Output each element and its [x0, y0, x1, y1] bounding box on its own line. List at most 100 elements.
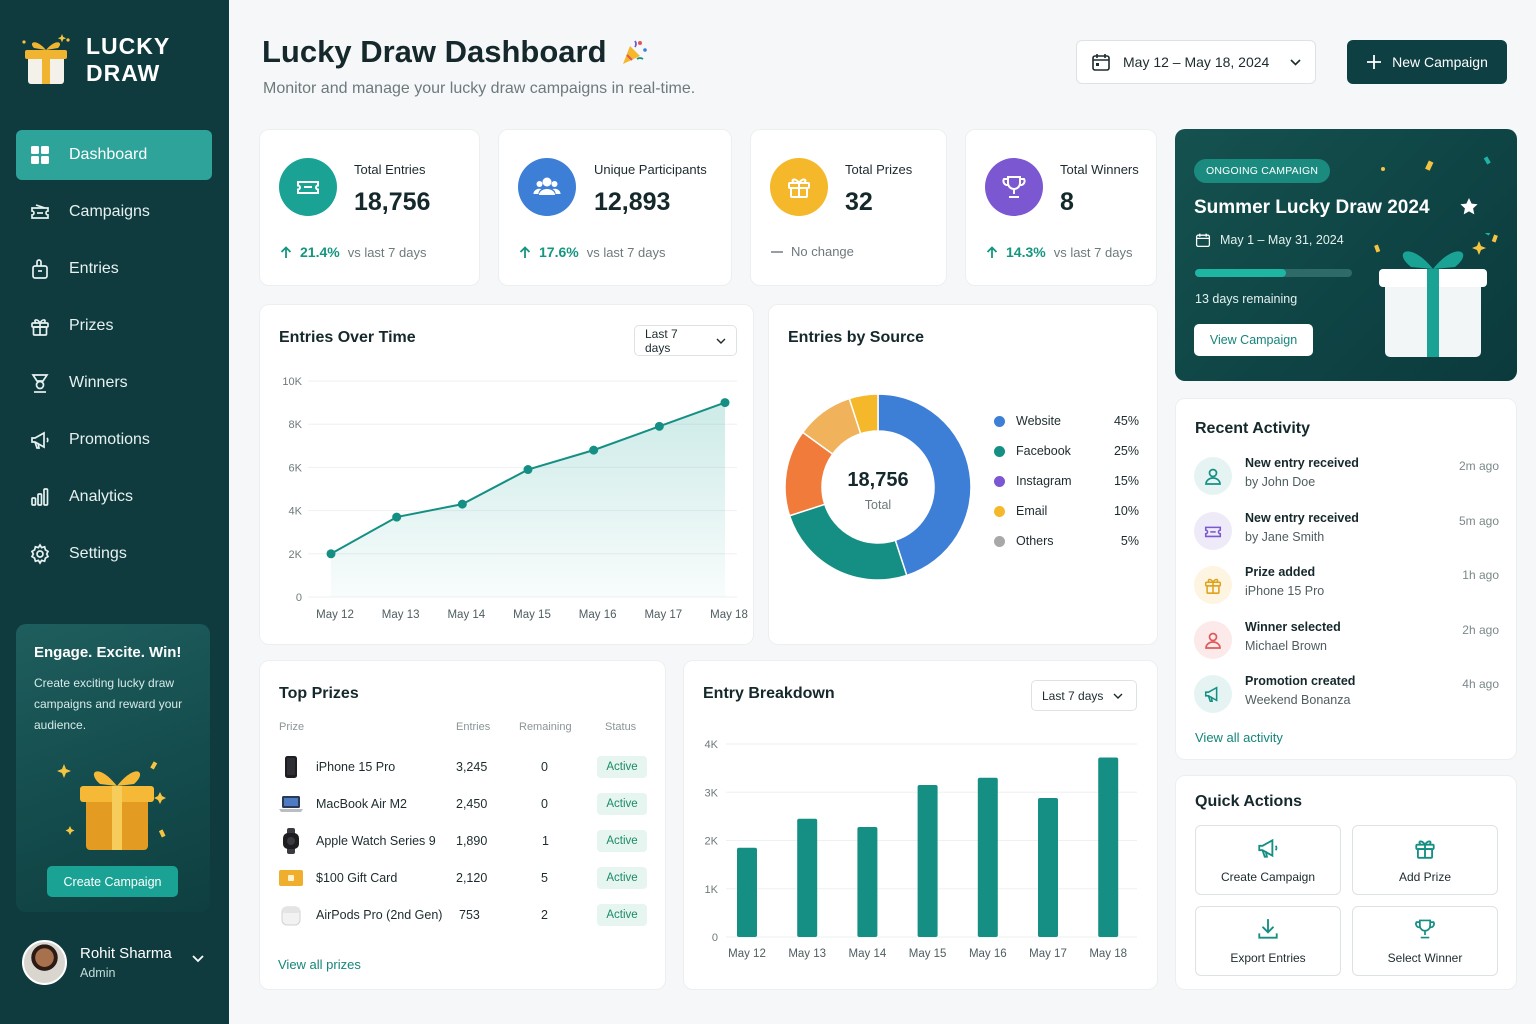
brand-logo[interactable]: LUCKY DRAW [18, 32, 170, 88]
range-select-value: Last 7 days [1042, 688, 1104, 703]
list-item[interactable]: Winner selected Michael Brown 2h ago [1194, 619, 1499, 663]
x-tick-label: May 12 [316, 609, 354, 621]
source-donut-chart [784, 393, 972, 581]
legend-item: Website 45% [994, 413, 1139, 431]
kpi-icon-bg [985, 158, 1043, 216]
entries-line-chart: 0 2K 4K 6K 8K 10K May 12 May 13 May 14 May 15 May … [282, 376, 747, 621]
prize-remaining: 0 [541, 797, 548, 811]
bar [797, 818, 818, 937]
status-badge: Active [597, 830, 647, 852]
quick-actions-card: Quick Actions Create Campaign Add Prize … [1175, 775, 1517, 990]
legend-item: Others 5% [994, 533, 1139, 551]
sidebar-item-entries[interactable]: Entries [16, 244, 212, 294]
column-header-remaining: Remaining [519, 721, 572, 733]
sidebar-item-label: Winners [69, 374, 128, 391]
prize-entries: 2,120 [456, 871, 488, 885]
view-all-activity-link[interactable]: View all activity [1195, 730, 1283, 745]
ongoing-campaign-card: ONGOING CAMPAIGN Summer Lucky Draw 2024 … [1175, 129, 1517, 381]
kpi-card-total-winners: Total Winners 8 14.3% vs last 7 days [965, 129, 1157, 286]
sidebar-item-promotions[interactable]: Promotions [16, 415, 212, 465]
list-item[interactable]: New entry received by Jane Smith 5m ago [1194, 510, 1499, 554]
sidebar-item-analytics[interactable]: Analytics [16, 472, 212, 522]
prize-entries: 1,890 [456, 834, 488, 848]
card-title: Recent Activity [1195, 420, 1310, 437]
user-icon [1194, 457, 1232, 495]
ticket-icon [31, 204, 49, 219]
quick-action-select-winner[interactable]: Select Winner [1352, 906, 1498, 976]
gift-box-illustration-icon [1379, 233, 1493, 357]
y-tick-label: 4K [289, 506, 303, 518]
table-row[interactable]: AirPods Pro (2nd Gen) [278, 900, 648, 930]
list-item[interactable]: Promotion created Weekend Bonanza 4h ago [1194, 673, 1499, 717]
activity-time: 4h ago [1462, 677, 1499, 691]
kpi-trend-note: No change [791, 244, 854, 259]
kpi-icon-bg [770, 158, 828, 216]
legend-value: 5% [1120, 534, 1139, 548]
column-header-entries: Entries [456, 721, 491, 733]
legend-swatch [994, 416, 1005, 427]
sidebar-item-settings[interactable]: Settings [16, 529, 212, 579]
list-item[interactable]: New entry received by John Doe 2m ago [1194, 455, 1499, 499]
arrow-up-icon [280, 245, 292, 258]
campaign-remaining: 13 days remaining [1195, 292, 1298, 306]
list-item[interactable]: Prize added iPhone 15 Pro 1h ago [1194, 564, 1499, 608]
campaign-title: Summer Lucky Draw 2024 [1194, 197, 1430, 218]
sidebar-item-winners[interactable]: Winners [16, 358, 212, 408]
sidebar-item-dashboard[interactable]: Dashboard [16, 130, 212, 180]
kpi-trend-pct: 21.4% [300, 244, 340, 260]
range-select[interactable]: Last 7 days [1031, 680, 1137, 711]
quick-action-label: Export Entries [1230, 951, 1306, 965]
earbuds-icon [278, 902, 304, 928]
status-badge: Active [597, 793, 647, 815]
quick-action-create-campaign[interactable]: Create Campaign [1195, 825, 1341, 895]
activity-subtitle: Weekend Bonanza [1245, 693, 1351, 707]
view-all-prizes-link[interactable]: View all prizes [278, 957, 361, 972]
table-row[interactable]: Apple Watch Series 9 [278, 826, 648, 856]
gift-icon [1194, 566, 1232, 604]
y-tick-label: 10K [282, 376, 302, 388]
sidebar-item-prizes[interactable]: Prizes [16, 301, 212, 351]
user-profile[interactable]: Rohit Sharma Admin [22, 938, 212, 986]
top-prizes-card: Top Prizes Prize Entries Remaining Statu… [259, 660, 666, 990]
x-tick-label: May 12 [728, 948, 766, 960]
donut-slice-website [877, 393, 972, 577]
table-row[interactable]: iPhone 15 Pro [278, 752, 648, 782]
campaign-progress-fill [1195, 269, 1287, 277]
table-row[interactable]: $100 Gift Card [278, 863, 648, 893]
recent-activity-card: Recent Activity New entry received by Joh… [1175, 398, 1517, 760]
activity-time: 2h ago [1462, 622, 1499, 637]
activity-time: 1h ago [1462, 568, 1499, 582]
column-header-prize: Prize [279, 721, 305, 733]
sidebar: LUCKY DRAW Dashboard Campaigns Entries P… [0, 0, 229, 1024]
prize-remaining: 5 [541, 871, 548, 885]
create-campaign-button[interactable]: Create Campaign [47, 866, 178, 897]
legend-value: 45% [1113, 414, 1139, 428]
table-row[interactable]: MacBook Air M2 [278, 789, 648, 819]
gift-logo-icon [22, 34, 70, 84]
legend-value: 10% [1113, 504, 1139, 518]
dash-icon [771, 250, 783, 253]
plus-icon [1367, 55, 1382, 69]
legend-label: Instagram [1016, 474, 1072, 488]
prize-entries: 2,450 [456, 797, 488, 811]
x-tick-label: May 16 [579, 609, 617, 621]
date-range-picker[interactable]: May 12 – May 18, 2024 [1076, 40, 1316, 84]
range-select[interactable]: Last 7 days [634, 325, 737, 356]
legend-value: 15% [1113, 474, 1139, 488]
quick-action-export-entries[interactable]: Export Entries [1195, 906, 1341, 976]
bar [977, 777, 998, 937]
kpi-trend-pct: 17.6% [539, 244, 579, 260]
legend-label: Website [1016, 414, 1061, 428]
quick-action-add-prize[interactable]: Add Prize [1352, 825, 1498, 895]
donut-total-label: Total [864, 498, 892, 512]
y-tick-label: 1K [705, 884, 719, 896]
chevron-down-icon[interactable] [192, 955, 204, 963]
y-tick-label: 0 [712, 932, 718, 944]
activity-title: New entry received [1245, 456, 1359, 470]
new-campaign-button[interactable]: New Campaign [1347, 40, 1507, 84]
view-campaign-button[interactable]: View Campaign [1194, 324, 1313, 356]
trophy-icon [31, 374, 49, 393]
sidebar-item-campaigns[interactable]: Campaigns [16, 187, 212, 237]
ticket-icon [297, 181, 319, 194]
activity-subtitle: by John Doe [1245, 475, 1316, 489]
